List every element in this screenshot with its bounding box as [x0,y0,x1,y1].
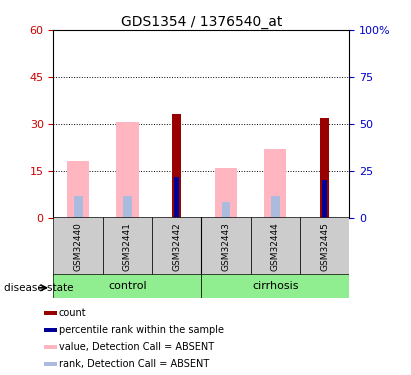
Text: GSM32443: GSM32443 [222,222,231,271]
Bar [322,180,327,218]
Bar [44,362,57,366]
Bar [300,217,349,276]
Bar [103,217,152,276]
Title: GDS1354 / 1376540_at: GDS1354 / 1376540_at [121,15,282,29]
Text: GSM32445: GSM32445 [320,222,329,271]
Bar [271,196,280,217]
Bar [74,196,83,217]
Bar [264,149,286,217]
Text: control: control [108,281,147,291]
Bar [44,310,57,315]
Text: disease state: disease state [4,283,74,293]
Bar [53,217,103,276]
Bar [152,217,201,276]
Bar [251,217,300,276]
Bar [201,217,251,276]
Text: GSM32440: GSM32440 [74,222,83,271]
Text: GSM32441: GSM32441 [123,222,132,271]
Bar [53,274,201,298]
Text: GSM32442: GSM32442 [172,222,181,271]
Bar [320,117,329,218]
Bar [67,161,89,218]
Text: GSM32444: GSM32444 [271,222,280,271]
Bar [172,114,181,218]
Bar [44,328,57,332]
Text: count: count [59,308,87,318]
Bar [116,122,139,218]
Text: rank, Detection Call = ABSENT: rank, Detection Call = ABSENT [59,359,209,369]
Bar [215,168,237,217]
Bar [222,202,231,217]
Bar [44,345,57,349]
Text: percentile rank within the sample: percentile rank within the sample [59,325,224,335]
Text: cirrhosis: cirrhosis [252,281,299,291]
Bar [174,177,179,218]
Bar [123,196,132,217]
Bar [201,274,349,298]
Text: value, Detection Call = ABSENT: value, Detection Call = ABSENT [59,342,214,352]
